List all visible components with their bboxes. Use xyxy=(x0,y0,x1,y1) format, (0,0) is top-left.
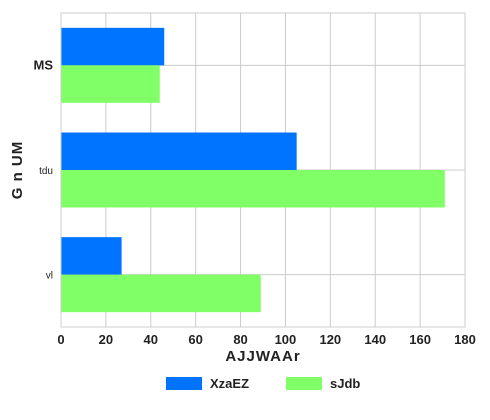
x-tick-label: 140 xyxy=(364,332,386,347)
legend: XzaEZ sJdb xyxy=(166,376,360,391)
bar-sJdb-vl xyxy=(61,274,261,313)
x-tick-label: 160 xyxy=(409,332,431,347)
x-axis-label: AJJWAAr xyxy=(225,348,300,365)
legend-item-XzaEZ: XzaEZ xyxy=(166,376,249,391)
y-axis-label: G n UM xyxy=(9,141,26,200)
legend-item-sJdb: sJdb xyxy=(286,376,360,391)
y-tick-label: MS xyxy=(34,57,54,72)
x-tick-label: 60 xyxy=(188,332,202,347)
x-axis-ticks: 0 20 40 60 80 100 120 140 160 180 xyxy=(57,332,475,347)
bar-sJdb-MS xyxy=(61,65,160,103)
x-tick-label: 120 xyxy=(319,332,341,347)
x-tick-label: 0 xyxy=(57,332,64,347)
bars xyxy=(61,27,445,313)
x-tick-label: 20 xyxy=(99,332,113,347)
bar-sJdb-tdu xyxy=(61,170,445,208)
legend-label: sJdb xyxy=(330,376,360,391)
legend-label: XzaEZ xyxy=(210,376,249,391)
x-tick-label: 80 xyxy=(233,332,247,347)
legend-swatch xyxy=(166,377,202,390)
x-tick-label: 40 xyxy=(144,332,158,347)
legend-swatch xyxy=(286,377,322,390)
bar-XzaEZ-vl xyxy=(61,237,122,275)
bar-XzaEZ-MS xyxy=(61,27,165,66)
bar-XzaEZ-tdu xyxy=(61,132,297,170)
x-tick-label: 100 xyxy=(275,332,297,347)
y-axis-ticks: MS tdu vl xyxy=(34,57,54,281)
plot-area xyxy=(60,12,466,328)
x-tick-label: 180 xyxy=(454,332,476,347)
y-tick-label: vl xyxy=(46,271,53,282)
y-tick-label: tdu xyxy=(39,166,53,177)
